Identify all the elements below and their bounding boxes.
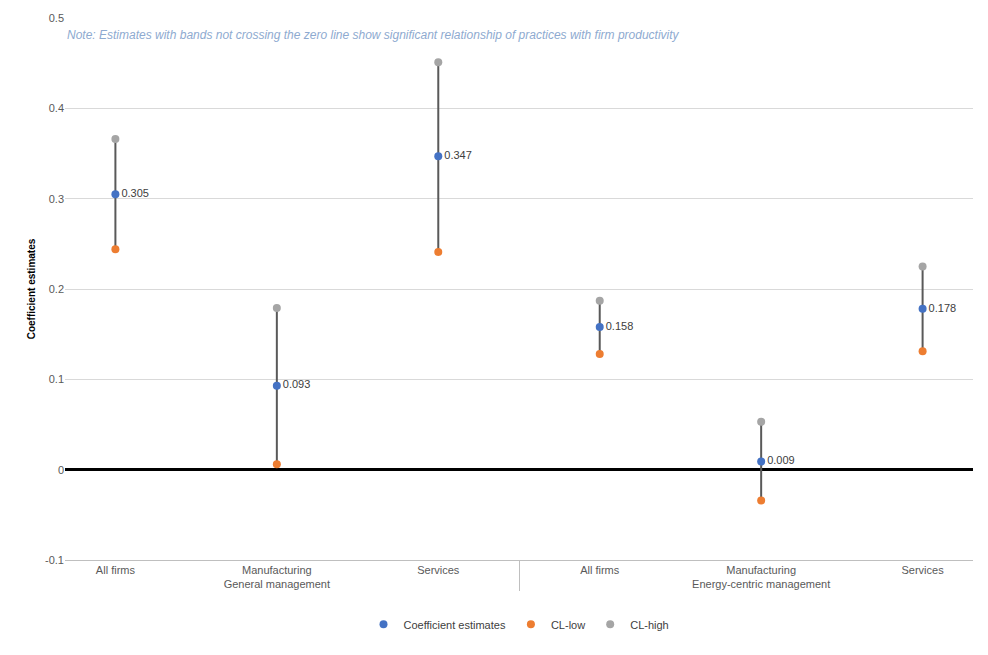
svg-text:Energy-centric management: Energy-centric management — [692, 578, 830, 590]
svg-text:0.347: 0.347 — [444, 149, 472, 161]
svg-text:CL-high: CL-high — [630, 619, 669, 631]
svg-text:CL-low: CL-low — [551, 619, 585, 631]
svg-text:Note: Estimates with bands not: Note: Estimates with bands not crossing … — [67, 28, 680, 42]
svg-text:0.5: 0.5 — [49, 12, 64, 24]
svg-text:-0.1: -0.1 — [45, 554, 64, 566]
svg-text:0.178: 0.178 — [929, 302, 957, 314]
svg-text:Services: Services — [902, 564, 945, 576]
svg-text:0.4: 0.4 — [49, 102, 64, 114]
svg-text:Manufacturing: Manufacturing — [726, 564, 796, 576]
svg-text:0.305: 0.305 — [121, 187, 149, 199]
svg-text:0: 0 — [58, 464, 64, 476]
svg-text:General management: General management — [224, 578, 330, 590]
svg-text:All firms: All firms — [580, 564, 620, 576]
svg-text:Services: Services — [417, 564, 460, 576]
svg-text:0.3: 0.3 — [49, 193, 64, 205]
svg-text:0.158: 0.158 — [606, 320, 634, 332]
svg-text:0.2: 0.2 — [49, 283, 64, 295]
svg-text:Coefficient estimates: Coefficient estimates — [26, 238, 37, 339]
svg-text:0.093: 0.093 — [283, 378, 311, 390]
svg-text:Manufacturing: Manufacturing — [242, 564, 312, 576]
svg-text:Coefficient estimates: Coefficient estimates — [404, 619, 506, 631]
svg-text:0.009: 0.009 — [767, 454, 795, 466]
svg-text:0.1: 0.1 — [49, 373, 64, 385]
svg-text:All firms: All firms — [96, 564, 136, 576]
